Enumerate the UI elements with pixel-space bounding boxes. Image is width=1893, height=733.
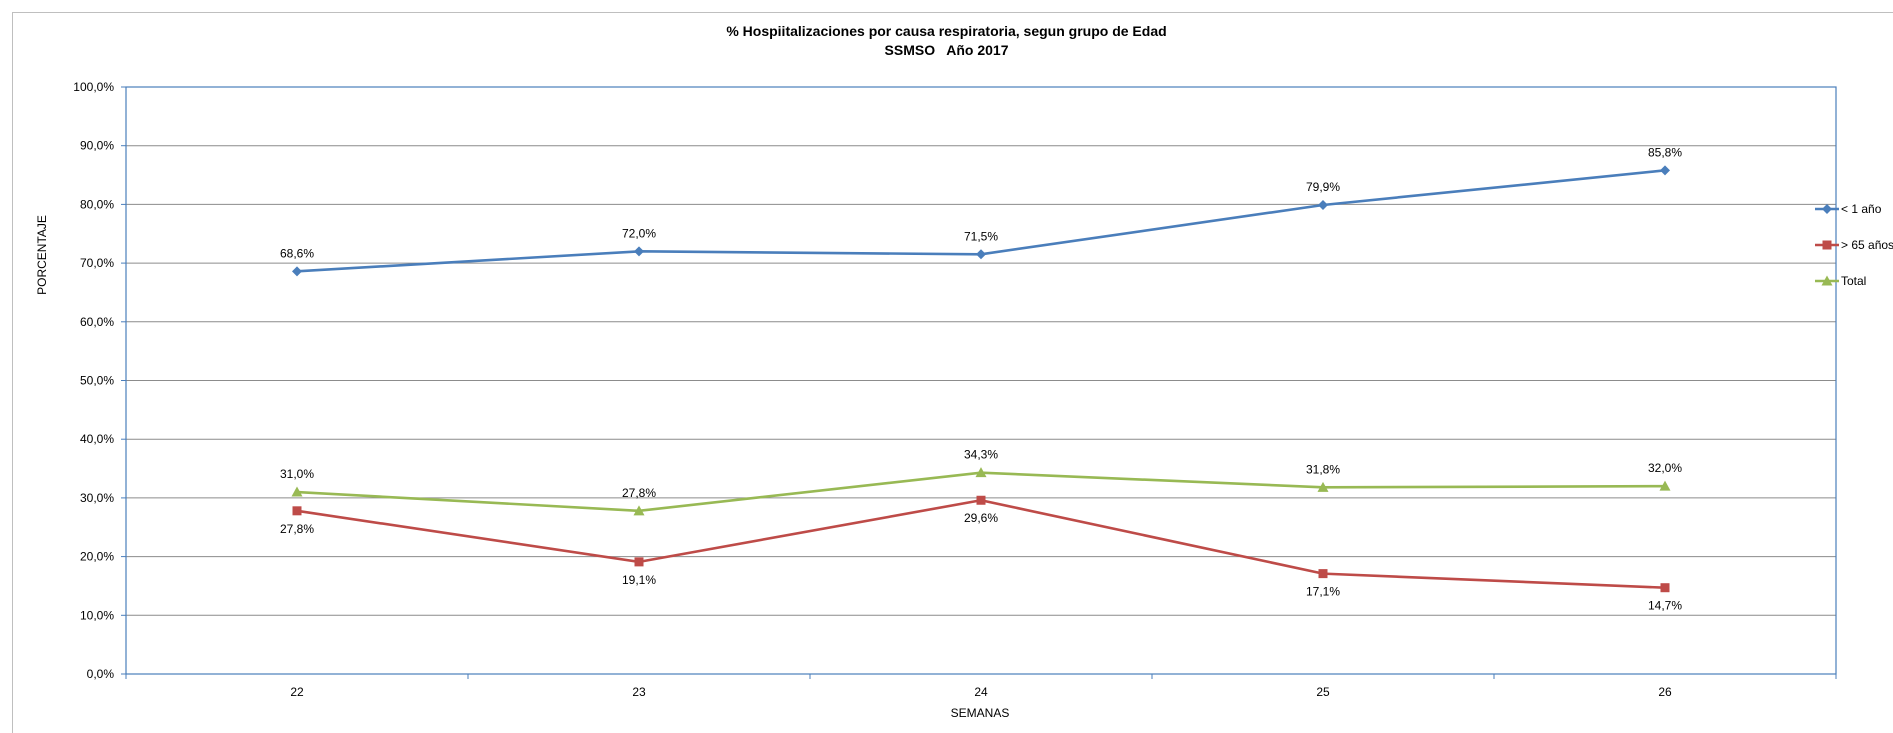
- data-point: [292, 266, 302, 277]
- legend: < 1 año > 65 años Total: [1815, 202, 1893, 288]
- series-1: [292, 165, 1670, 277]
- legend-marker: [1822, 204, 1832, 214]
- legend-label: Total: [1841, 274, 1866, 288]
- y-tick-label: 0,0%: [87, 667, 115, 681]
- y-tick-label: 70,0%: [80, 256, 114, 270]
- data-label: 85,8%: [1648, 145, 1682, 159]
- data-point: [633, 505, 645, 516]
- legend-item: Total: [1815, 274, 1866, 288]
- legend-label: > 65 años: [1841, 238, 1893, 252]
- data-point: [1318, 199, 1328, 210]
- plot-area-border: [125, 86, 1837, 675]
- data-label: 32,0%: [1648, 461, 1682, 475]
- x-tick-label: 25: [1316, 685, 1330, 699]
- y-tick-label: 40,0%: [80, 432, 114, 446]
- data-label: 27,8%: [280, 522, 314, 536]
- legend-item: > 65 años: [1815, 238, 1893, 252]
- x-tick-label: 26: [1658, 685, 1672, 699]
- data-point: [291, 486, 303, 497]
- y-tick-label: 50,0%: [80, 374, 114, 388]
- legend-item: < 1 año: [1815, 202, 1882, 216]
- y-tick-label: 80,0%: [80, 197, 114, 211]
- legend-marker: [1822, 240, 1832, 250]
- x-tick-label: 22: [290, 685, 304, 699]
- data-label: 29,6%: [964, 511, 998, 525]
- chart-title: % Hospiitalizaciones por causa respirato…: [0, 22, 1893, 60]
- data-point: [634, 557, 644, 567]
- data-label: 17,1%: [1306, 585, 1340, 599]
- data-label: 34,3%: [964, 448, 998, 462]
- data-label: 68,6%: [280, 246, 314, 260]
- series-group: [291, 165, 1671, 593]
- y-tick-label: 10,0%: [80, 608, 114, 622]
- data-label: 27,8%: [622, 486, 656, 500]
- y-tick-label: 100,0%: [73, 80, 114, 94]
- y-tick-label: 30,0%: [80, 491, 114, 505]
- y-tick-label: 60,0%: [80, 315, 114, 329]
- data-point: [1318, 569, 1328, 579]
- data-label: 79,9%: [1306, 180, 1340, 194]
- legend-marker: [1821, 275, 1833, 286]
- data-point: [292, 506, 302, 516]
- x-tick-label: 23: [632, 685, 646, 699]
- gridlines: [126, 145, 1836, 616]
- x-axis-title: SEMANAS: [951, 706, 1010, 720]
- data-point: [976, 495, 986, 505]
- data-point: [634, 246, 644, 257]
- data-point: [1660, 583, 1670, 593]
- series-3: [291, 467, 1671, 516]
- data-point: [1659, 480, 1671, 491]
- data-label: 14,7%: [1648, 599, 1682, 613]
- data-labels: 68,6% 72,0% 71,5% 79,9% 85,8% 27,8% 19,1% 29,6%…: [280, 145, 1682, 612]
- data-label: 71,5%: [964, 229, 998, 243]
- data-label: 72,0%: [622, 226, 656, 240]
- data-label: 31,0%: [280, 467, 314, 481]
- legend-label: < 1 año: [1841, 202, 1882, 216]
- data-label: 19,1%: [622, 573, 656, 587]
- chart-subtitle: SSMSO Año 2017: [884, 42, 1009, 58]
- chart-frame: [12, 12, 1893, 733]
- y-tick-label: 20,0%: [80, 550, 114, 564]
- data-label: 31,8%: [1306, 462, 1340, 476]
- data-point: [1317, 481, 1329, 492]
- series-2: [292, 495, 1670, 593]
- y-tick-label: 90,0%: [80, 139, 114, 153]
- y-axis-title: PORCENTAJE: [35, 215, 49, 295]
- chart-title-line1: % Hospiitalizaciones por causa respirato…: [726, 23, 1167, 39]
- data-point: [1660, 165, 1670, 176]
- axes: 0,0% 10,0% 20,0% 30,0% 40,0% 50,0% 60,0% 70,0% 8…: [73, 80, 1837, 699]
- data-point: [975, 467, 987, 478]
- x-tick-label: 24: [974, 685, 988, 699]
- series-line: [296, 471, 1666, 513]
- data-point: [976, 249, 986, 260]
